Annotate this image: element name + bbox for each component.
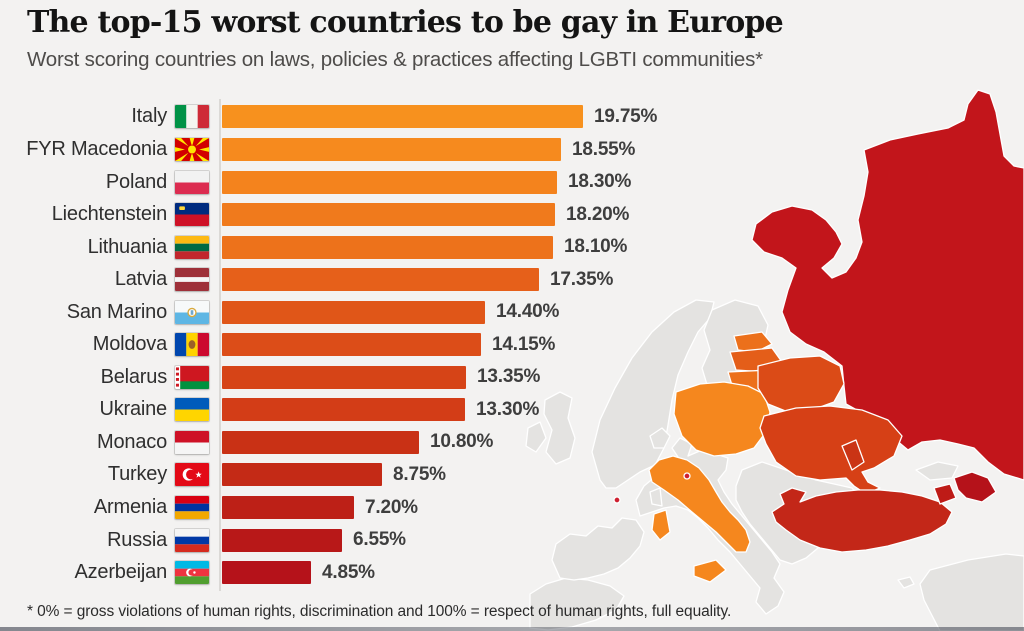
country-label: San Marino: [66, 300, 167, 323]
bar-poland: [222, 170, 557, 194]
belarus-flag-icon: [175, 365, 209, 389]
chart-row: Monaco 10.80%: [0, 426, 657, 459]
moldova-flag-icon: [175, 333, 209, 357]
country-label: Liechtenstein: [51, 203, 167, 226]
chart-row: Latvia 17.35%: [0, 263, 657, 296]
chart-row: Armenia 7.20%: [0, 491, 657, 524]
country-label: Moldova: [92, 333, 167, 356]
country-label: Russia: [107, 528, 167, 551]
poland-flag-icon: [175, 170, 209, 194]
country-label: FYR Macedonia: [26, 138, 167, 160]
country-label: Poland: [105, 170, 167, 193]
italy-flag-icon: [175, 105, 209, 129]
russia-flag-icon: [175, 528, 209, 552]
country-label: Lithuania: [87, 235, 168, 258]
chart-row: Liechtenstein 18.20%: [0, 198, 657, 231]
bar-value: 10.80%: [430, 431, 494, 453]
bar-value: 14.40%: [496, 301, 560, 323]
bar-value: 13.35%: [477, 366, 541, 388]
bar-italy: [222, 105, 583, 129]
chart-row: Azerbeijan 4.85%: [0, 556, 657, 589]
chart-row: Turkey 8.75%: [0, 459, 657, 492]
bar-turkey: [222, 463, 382, 487]
chart-row: Moldova 14.15%: [0, 329, 657, 362]
country-label: Ukraine: [99, 398, 167, 421]
chart-row: FYR Macedonia 18.55%: [0, 133, 657, 166]
liechtenstein-flag-icon: [175, 203, 209, 227]
chart-axis-line: [219, 99, 221, 591]
country-label: Turkey: [107, 463, 167, 486]
bar-san-marino: [222, 300, 485, 324]
footnote: * 0% = gross violations of human rights,…: [27, 603, 732, 620]
bar-russia: [222, 528, 342, 552]
bottom-edge-strip: [0, 627, 1024, 631]
country-label: Armenia: [93, 496, 167, 519]
country-label: Italy: [131, 105, 167, 128]
bar-value: 17.35%: [550, 268, 614, 290]
bar-value: 18.10%: [564, 236, 628, 258]
bar-value: 4.85%: [322, 561, 375, 583]
bar-value: 6.55%: [353, 529, 406, 551]
page-title: The top-15 worst countries to be gay in …: [27, 5, 784, 40]
country-label: Monaco: [97, 430, 167, 453]
bar-belarus: [222, 365, 466, 389]
san-marino-flag-icon: [175, 300, 209, 324]
chart-row: Belarus 13.35%: [0, 361, 657, 394]
armenia-flag-icon: [175, 496, 209, 520]
country-label: Latvia: [114, 268, 167, 291]
chart-row: San Marino 14.40%: [0, 296, 657, 329]
country-label: Belarus: [100, 365, 168, 388]
chart-row: Italy 19.75%: [0, 101, 657, 134]
latvia-flag-icon: [175, 268, 209, 292]
chart-row: Ukraine 13.30%: [0, 394, 657, 427]
bar-moldova: [222, 333, 481, 357]
page-subtitle: Worst scoring countries on laws, policie…: [27, 48, 763, 71]
bar-value: 18.30%: [568, 171, 632, 193]
ukraine-flag-icon: [175, 398, 209, 422]
bar-lithuania: [222, 235, 553, 259]
bar-macedonia: [222, 138, 561, 161]
chart-row: Lithuania 18.10%: [0, 231, 657, 264]
lithuania-flag-icon: [175, 235, 209, 259]
country-label: Azerbeijan: [74, 561, 167, 584]
bar-value: 18.20%: [566, 203, 630, 225]
bar-chart: Italy 19.75% FYR Macedonia 18.55% Poland 18.3…: [0, 101, 657, 589]
chart-row: Poland 18.30%: [0, 166, 657, 199]
chart-row: Russia 6.55%: [0, 524, 657, 557]
bar-ukraine: [222, 398, 465, 422]
bar-azerbaijan: [222, 561, 311, 585]
macedonia-flag-icon: [175, 138, 209, 161]
bar-value: 14.15%: [492, 333, 556, 355]
bar-monaco: [222, 430, 419, 454]
bar-value: 13.30%: [476, 398, 540, 420]
monaco-flag-icon: [175, 430, 209, 454]
bar-value: 19.75%: [594, 105, 658, 127]
azerbaijan-flag-icon: [175, 561, 209, 585]
bar-value: 7.20%: [365, 496, 418, 518]
bar-value: 18.55%: [572, 138, 636, 160]
bar-value: 8.75%: [393, 463, 446, 485]
bar-liechtenstein: [222, 203, 555, 227]
bar-latvia: [222, 268, 539, 292]
turkey-flag-icon: [175, 463, 209, 487]
header: The top-15 worst countries to be gay in …: [27, 5, 784, 72]
bar-armenia: [222, 496, 354, 520]
